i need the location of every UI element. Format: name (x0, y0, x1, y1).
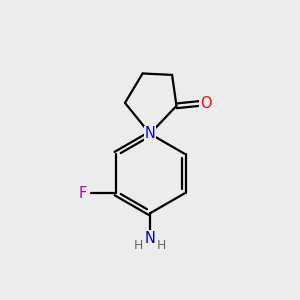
Text: N: N (145, 231, 155, 246)
Text: O: O (200, 96, 212, 111)
Text: N: N (145, 126, 155, 141)
Text: H: H (157, 238, 166, 252)
Text: F: F (79, 186, 87, 201)
Text: H: H (134, 238, 143, 252)
